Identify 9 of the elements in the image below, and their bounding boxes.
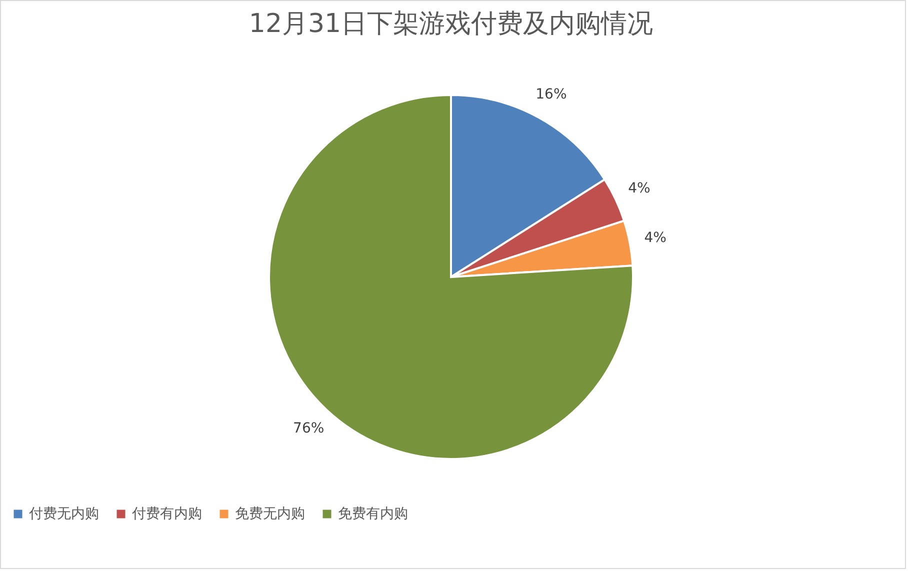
legend-label: 免费无内购 <box>235 506 305 522</box>
data-label: 4% <box>628 180 650 196</box>
data-label: 76% <box>293 420 324 437</box>
data-label: 16% <box>536 86 567 103</box>
legend-label: 免费有内购 <box>338 506 408 522</box>
chart-title: 12月31日下架游戏付费及内购情况 <box>248 9 654 39</box>
legend-label: 付费无内购 <box>28 506 99 522</box>
legend-label: 付费有内购 <box>131 506 202 522</box>
data-label: 4% <box>644 230 666 246</box>
